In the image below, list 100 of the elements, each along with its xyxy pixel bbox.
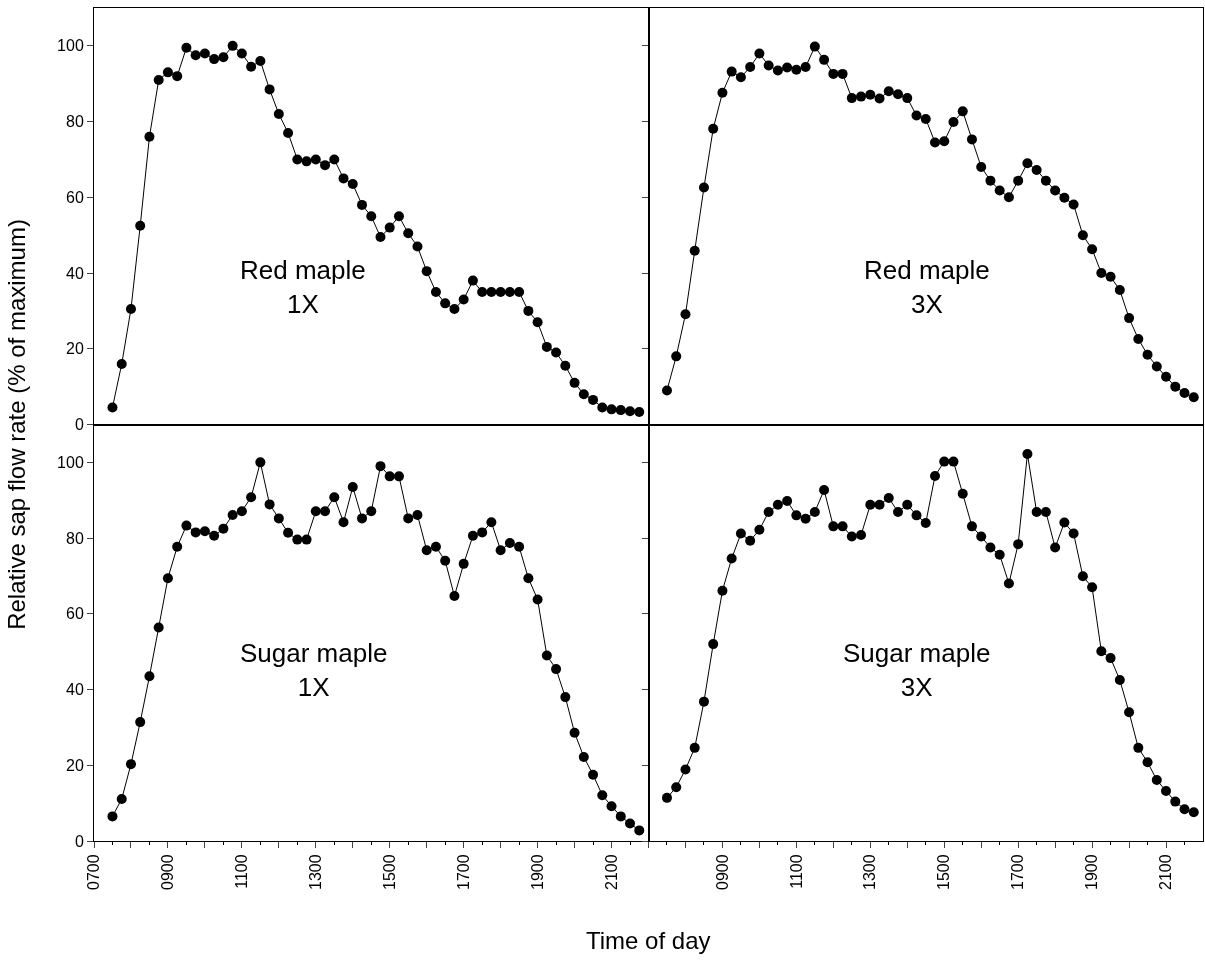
point [246, 492, 257, 503]
point [1059, 517, 1070, 528]
point [1013, 175, 1024, 186]
x-axis-title: Time of day [586, 927, 711, 954]
point [412, 509, 423, 520]
y-tick-label: 20 [66, 340, 84, 358]
point [735, 72, 746, 83]
point [856, 530, 867, 541]
point [1050, 542, 1061, 553]
point [1003, 192, 1014, 203]
point [218, 523, 229, 534]
point [994, 185, 1005, 196]
annotation: Sugar maple 1X [240, 638, 388, 702]
point [357, 513, 368, 524]
point [541, 341, 552, 352]
point [800, 62, 811, 73]
point [301, 156, 312, 167]
point [190, 527, 201, 538]
point [1105, 271, 1116, 282]
point [264, 84, 275, 95]
point [846, 93, 857, 104]
point [523, 573, 534, 584]
point [1013, 539, 1024, 550]
x-tick-label: 2100 [1157, 854, 1175, 890]
point [911, 110, 922, 121]
point [615, 405, 626, 416]
point [754, 48, 765, 59]
point [403, 228, 414, 239]
point [837, 521, 848, 532]
point [477, 527, 488, 538]
point [588, 769, 599, 780]
point [625, 406, 636, 417]
point [135, 717, 146, 728]
point [181, 42, 192, 53]
point [236, 48, 247, 59]
y-tick-label: 0 [74, 416, 84, 434]
point [560, 692, 571, 703]
point [1050, 185, 1061, 196]
point [948, 116, 959, 127]
point [708, 123, 719, 134]
point [745, 62, 756, 73]
point [162, 573, 173, 584]
point [504, 538, 515, 549]
point [440, 555, 451, 566]
point [144, 671, 155, 682]
point [920, 113, 931, 124]
point [976, 162, 987, 173]
point [338, 517, 349, 528]
point [717, 585, 728, 596]
x-tick-label: 1500 [935, 854, 953, 890]
point [393, 471, 404, 482]
point [495, 286, 506, 297]
point [754, 524, 765, 535]
point [948, 456, 959, 467]
point [403, 513, 414, 524]
annotation: Red maple 1X [240, 255, 366, 319]
point [1188, 392, 1199, 403]
point [1087, 244, 1098, 255]
point [310, 154, 321, 165]
y-tick-label: 40 [66, 264, 84, 282]
point [421, 266, 432, 277]
point [800, 513, 811, 524]
point [523, 305, 534, 316]
point [1096, 268, 1107, 279]
point [883, 86, 894, 97]
point [1142, 757, 1153, 768]
point [181, 520, 192, 531]
point [1031, 165, 1042, 176]
point [338, 173, 349, 184]
point [939, 456, 950, 467]
point [856, 91, 867, 102]
point [255, 457, 266, 468]
point [837, 68, 848, 79]
x-tick-label: 1500 [380, 854, 398, 890]
point [865, 499, 876, 510]
point [283, 127, 294, 138]
point [116, 793, 127, 804]
point [449, 304, 460, 315]
point [560, 360, 571, 371]
point [791, 64, 802, 75]
point [1179, 388, 1190, 399]
x-tick-label: 0900 [159, 854, 177, 890]
point [144, 131, 155, 142]
point [384, 471, 395, 482]
point [320, 160, 331, 171]
point [1114, 675, 1125, 686]
point [172, 541, 183, 552]
point [929, 470, 940, 481]
x-tick-label: 1100 [787, 854, 805, 889]
point [209, 530, 220, 541]
point [846, 531, 857, 542]
point [745, 535, 756, 546]
point [236, 506, 247, 517]
point [440, 298, 451, 309]
point [1068, 528, 1079, 539]
point [791, 510, 802, 521]
point [828, 521, 839, 532]
point [671, 782, 682, 793]
point [1068, 199, 1079, 210]
x-tick-label: 1300 [307, 854, 324, 890]
